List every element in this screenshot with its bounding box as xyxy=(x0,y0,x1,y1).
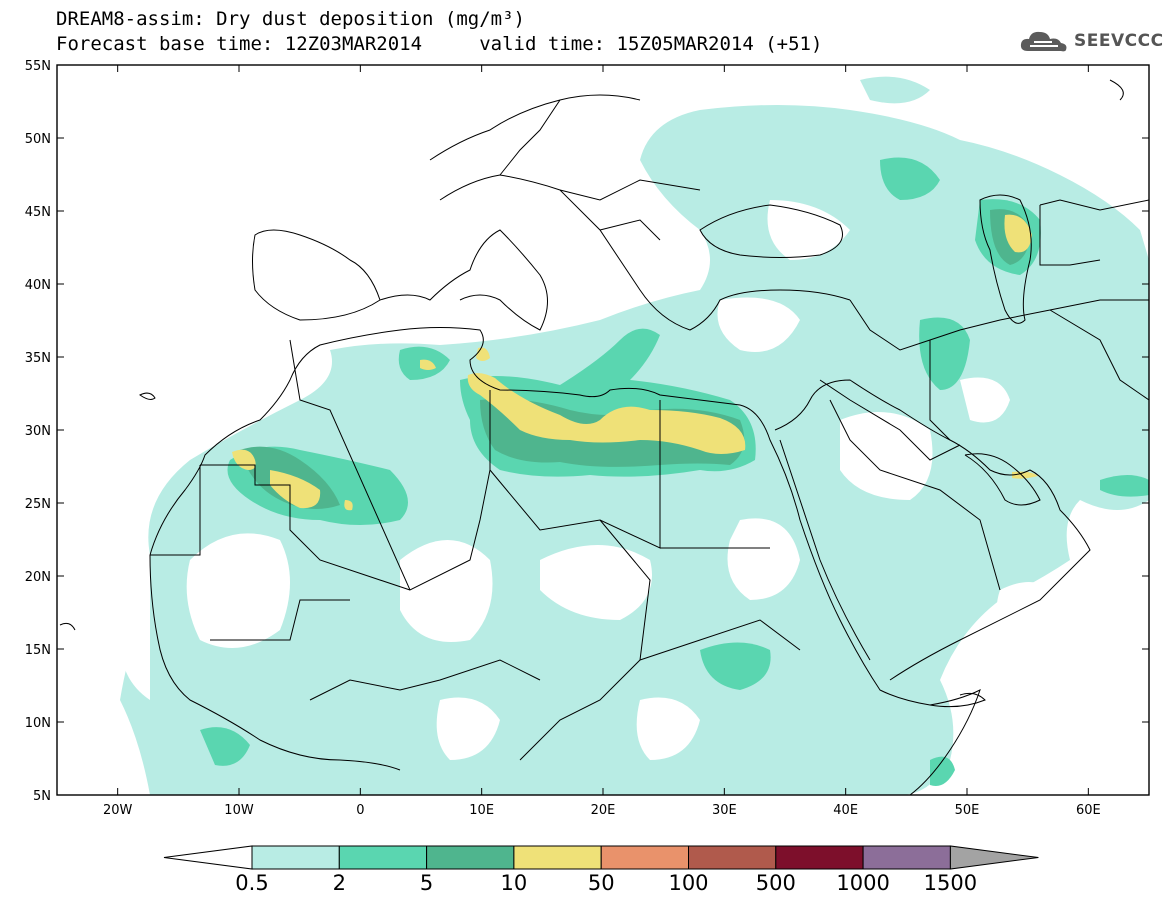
lon-tick-label: 10W xyxy=(224,803,254,818)
coastlines-and-borders xyxy=(59,79,1149,795)
lon-tick-label: 60E xyxy=(1076,803,1101,818)
legend-label: 1500 xyxy=(924,871,977,895)
latitude-axis: 5N 10N 15N 20N 25N 30N 35N 40N 45N 50N 55N xyxy=(25,59,1149,804)
legend-swatch xyxy=(688,845,777,870)
lon-tick-label: 0 xyxy=(356,803,364,818)
legend-label: 50 xyxy=(588,871,615,895)
legend-label: 100 xyxy=(668,871,708,895)
lat-tick-label: 50N xyxy=(25,132,51,147)
forecast-times: Forecast base time: 12Z03MAR2014 valid t… xyxy=(56,33,823,55)
level-10-50 xyxy=(232,214,1038,511)
field-gaps xyxy=(120,193,1060,760)
legend-over-triangle xyxy=(949,845,1039,870)
cloud-logo-icon xyxy=(1020,31,1067,52)
lat-tick-label: 30N xyxy=(25,424,51,439)
lon-tick-label: 20E xyxy=(591,803,616,818)
lat-tick-label: 10N xyxy=(25,716,51,731)
lat-tick-label: 35N xyxy=(25,351,51,366)
lat-tick-label: 40N xyxy=(25,278,51,293)
lon-tick-label: 30E xyxy=(712,803,737,818)
legend-label: 2 xyxy=(333,871,346,895)
legend-label: 10 xyxy=(501,871,528,895)
legend-swatch xyxy=(600,845,690,870)
map-title: DREAM8-assim: Dry dust deposition (mg/m³… xyxy=(56,8,525,30)
lat-tick-label: 25N xyxy=(25,497,51,512)
lon-tick-label: 20W xyxy=(103,803,133,818)
lon-tick-label: 50E xyxy=(955,803,980,818)
legend-swatch xyxy=(251,845,340,870)
colorbar-legend: 0.5 2 5 10 50 100 500 1000 1500 xyxy=(163,845,1039,895)
dust-deposition-field xyxy=(120,76,1149,795)
legend-label: 500 xyxy=(756,871,796,895)
legend-label: 1000 xyxy=(836,871,889,895)
legend-label: 5 xyxy=(420,871,433,895)
longitude-axis: 20W 10W 0 10E 20E 30E 40E 50E 60E xyxy=(103,65,1101,818)
logo-text: SEEVCCC xyxy=(1074,31,1164,51)
legend-swatch xyxy=(426,845,515,870)
lon-tick-label: 40E xyxy=(833,803,858,818)
seevccc-logo: SEEVCCC xyxy=(1018,24,1164,58)
legend-swatch xyxy=(862,845,951,870)
lon-tick-label: 10E xyxy=(469,803,494,818)
legend-swatch xyxy=(775,845,864,870)
legend-swatch xyxy=(338,845,428,870)
legend-swatch xyxy=(513,845,602,870)
lat-tick-label: 45N xyxy=(25,205,51,220)
legend-label: 0.5 xyxy=(235,871,268,895)
lat-tick-label: 5N xyxy=(33,789,51,804)
lat-tick-label: 20N xyxy=(25,570,51,585)
lat-tick-label: 55N xyxy=(25,59,51,74)
lat-tick-label: 15N xyxy=(25,643,51,658)
legend-under-triangle xyxy=(163,845,253,870)
